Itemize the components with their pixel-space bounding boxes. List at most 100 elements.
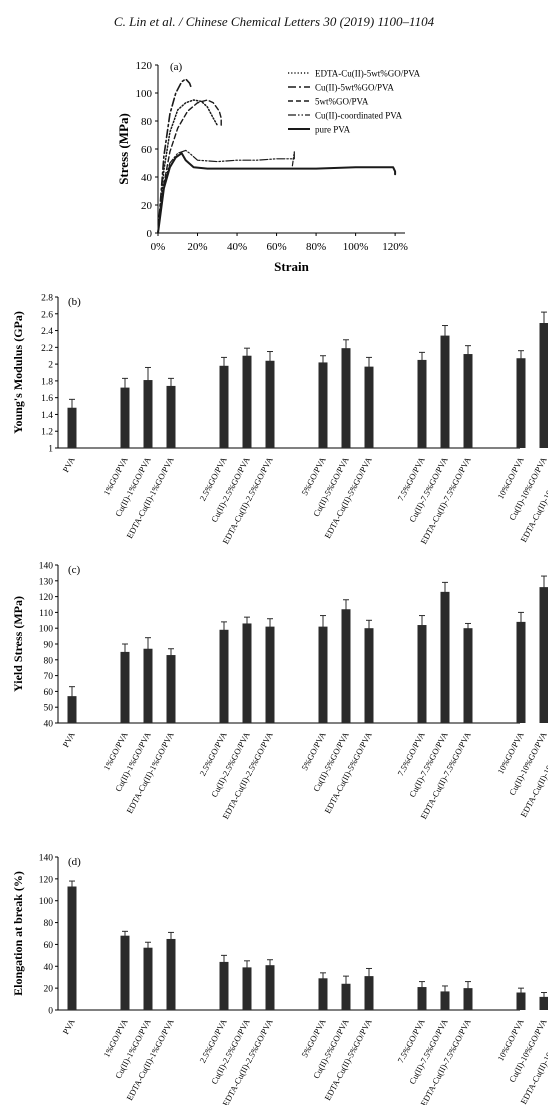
y-tick-label: 120	[39, 593, 54, 603]
bar	[463, 988, 473, 1010]
y-tick-label: 80	[141, 116, 153, 128]
bar	[539, 323, 548, 448]
legend-entry: pure PVA	[315, 125, 351, 135]
series-line	[157, 152, 397, 234]
x-tick-label: 80%	[306, 241, 326, 253]
bar	[265, 965, 275, 1010]
bar	[219, 961, 229, 1010]
y-tick-label: 40	[141, 172, 153, 184]
y-tick-label: 90	[44, 641, 54, 651]
y-tick-label: 120	[136, 60, 153, 72]
y-tick-label: 60	[44, 941, 54, 951]
bar	[417, 625, 427, 723]
bar	[516, 992, 526, 1010]
y-tick-label: 100	[136, 88, 153, 100]
y-tick-label: 0	[48, 1007, 53, 1017]
bar	[67, 696, 77, 723]
chart-c: 40 50 60 70 80 90 100 110 120 130 140 Yield Stress …	[11, 562, 548, 821]
series-line	[157, 99, 222, 234]
y-tick-label: 2.6	[41, 310, 53, 320]
y-tick-label: 110	[39, 609, 53, 619]
bar	[67, 886, 77, 1010]
x-category-label: PVA	[60, 729, 77, 749]
y-tick-label: 20	[44, 985, 54, 995]
y-tick-label: 2.2	[41, 344, 53, 354]
bar	[265, 360, 275, 448]
bar	[341, 983, 351, 1010]
panel-label: (d)	[68, 856, 81, 868]
x-tick-label: 60%	[266, 241, 286, 253]
bar	[318, 978, 328, 1010]
bar	[440, 991, 450, 1010]
bar	[120, 387, 130, 448]
x-tick-label: 100%	[343, 241, 369, 253]
chart-a: 0 20 40 60 80 100 120 0% 20% 40% 60% 80% 100% 120% Str…	[116, 60, 421, 274]
bar	[341, 348, 351, 448]
bar	[440, 591, 450, 723]
y-tick-label: 1.2	[41, 428, 53, 438]
x-tick-label: 20%	[187, 241, 207, 253]
y-tick-label: 1.4	[41, 411, 53, 421]
panel-label: (c)	[68, 564, 81, 576]
y-tick-label: 60	[44, 688, 54, 698]
bar	[166, 938, 176, 1010]
y-tick-label: 2.4	[41, 327, 53, 337]
y-tick-label: 100	[39, 897, 54, 907]
y-tick-label: 60	[141, 144, 153, 156]
bar	[67, 407, 77, 448]
y-tick-label: 120	[39, 875, 54, 885]
y-axis-title: Young's Modulus (GPa)	[11, 311, 25, 434]
panel-label: (a)	[170, 61, 183, 73]
bar	[166, 385, 176, 448]
x-category-label: PVA	[60, 1016, 77, 1036]
y-tick-label: 70	[44, 672, 54, 682]
y-tick-label: 80	[44, 919, 54, 929]
x-category-label: PVA	[60, 454, 77, 474]
y-tick-label: 40	[44, 963, 54, 973]
bar	[143, 380, 153, 448]
y-tick-label: 80	[44, 656, 54, 666]
y-axis-title: Stress (MPa)	[116, 113, 131, 185]
y-tick-label: 100	[39, 625, 54, 635]
bar	[463, 628, 473, 723]
y-tick-label: 0	[147, 228, 153, 240]
bar	[364, 366, 374, 448]
y-tick-label: 2.8	[41, 294, 53, 304]
journal-running-header: C. Lin et al. / Chinese Chemical Letters…	[113, 14, 435, 29]
y-tick-label: 130	[39, 577, 54, 587]
y-tick-label: 20	[141, 200, 153, 212]
bar	[219, 365, 229, 448]
x-tick-label: 0%	[151, 241, 166, 253]
legend-entry: EDTA-Cu(II)-5wt%GO/PVA	[315, 69, 421, 79]
legend-entry: Cu(II)-coordinated PVA	[315, 111, 403, 121]
bar	[242, 623, 252, 723]
y-tick-label: 1	[48, 445, 53, 455]
y-tick-label: 1.6	[41, 394, 53, 404]
y-axis-title: Elongation at break (%)	[11, 871, 25, 996]
series-line	[157, 99, 219, 234]
bar	[166, 655, 176, 723]
legend-entry: Cu(II)-5wt%GO/PVA	[315, 83, 394, 93]
bar	[318, 626, 328, 723]
bar	[539, 587, 548, 723]
y-tick-label: 140	[39, 562, 54, 572]
bar	[265, 626, 275, 723]
y-tick-label: 2	[48, 361, 53, 371]
bar	[318, 362, 328, 448]
y-tick-label: 40	[44, 720, 54, 730]
chart-b: 1 1.2 1.4 1.6 1.8 2 2.2 2.4 2.6 2.8 Young's Modulu…	[11, 294, 548, 546]
bar	[417, 987, 427, 1010]
x-tick-label: 40%	[227, 241, 247, 253]
x-axis-title: Strain	[274, 259, 309, 274]
series-line	[157, 78, 193, 234]
bar	[341, 609, 351, 723]
bar	[516, 358, 526, 448]
bar	[120, 935, 130, 1010]
bar	[463, 354, 473, 448]
legend-entry: 5wt%GO/PVA	[315, 97, 369, 107]
y-tick-label: 140	[39, 854, 54, 864]
bar	[440, 335, 450, 448]
bar	[143, 947, 153, 1010]
bar	[364, 976, 374, 1010]
